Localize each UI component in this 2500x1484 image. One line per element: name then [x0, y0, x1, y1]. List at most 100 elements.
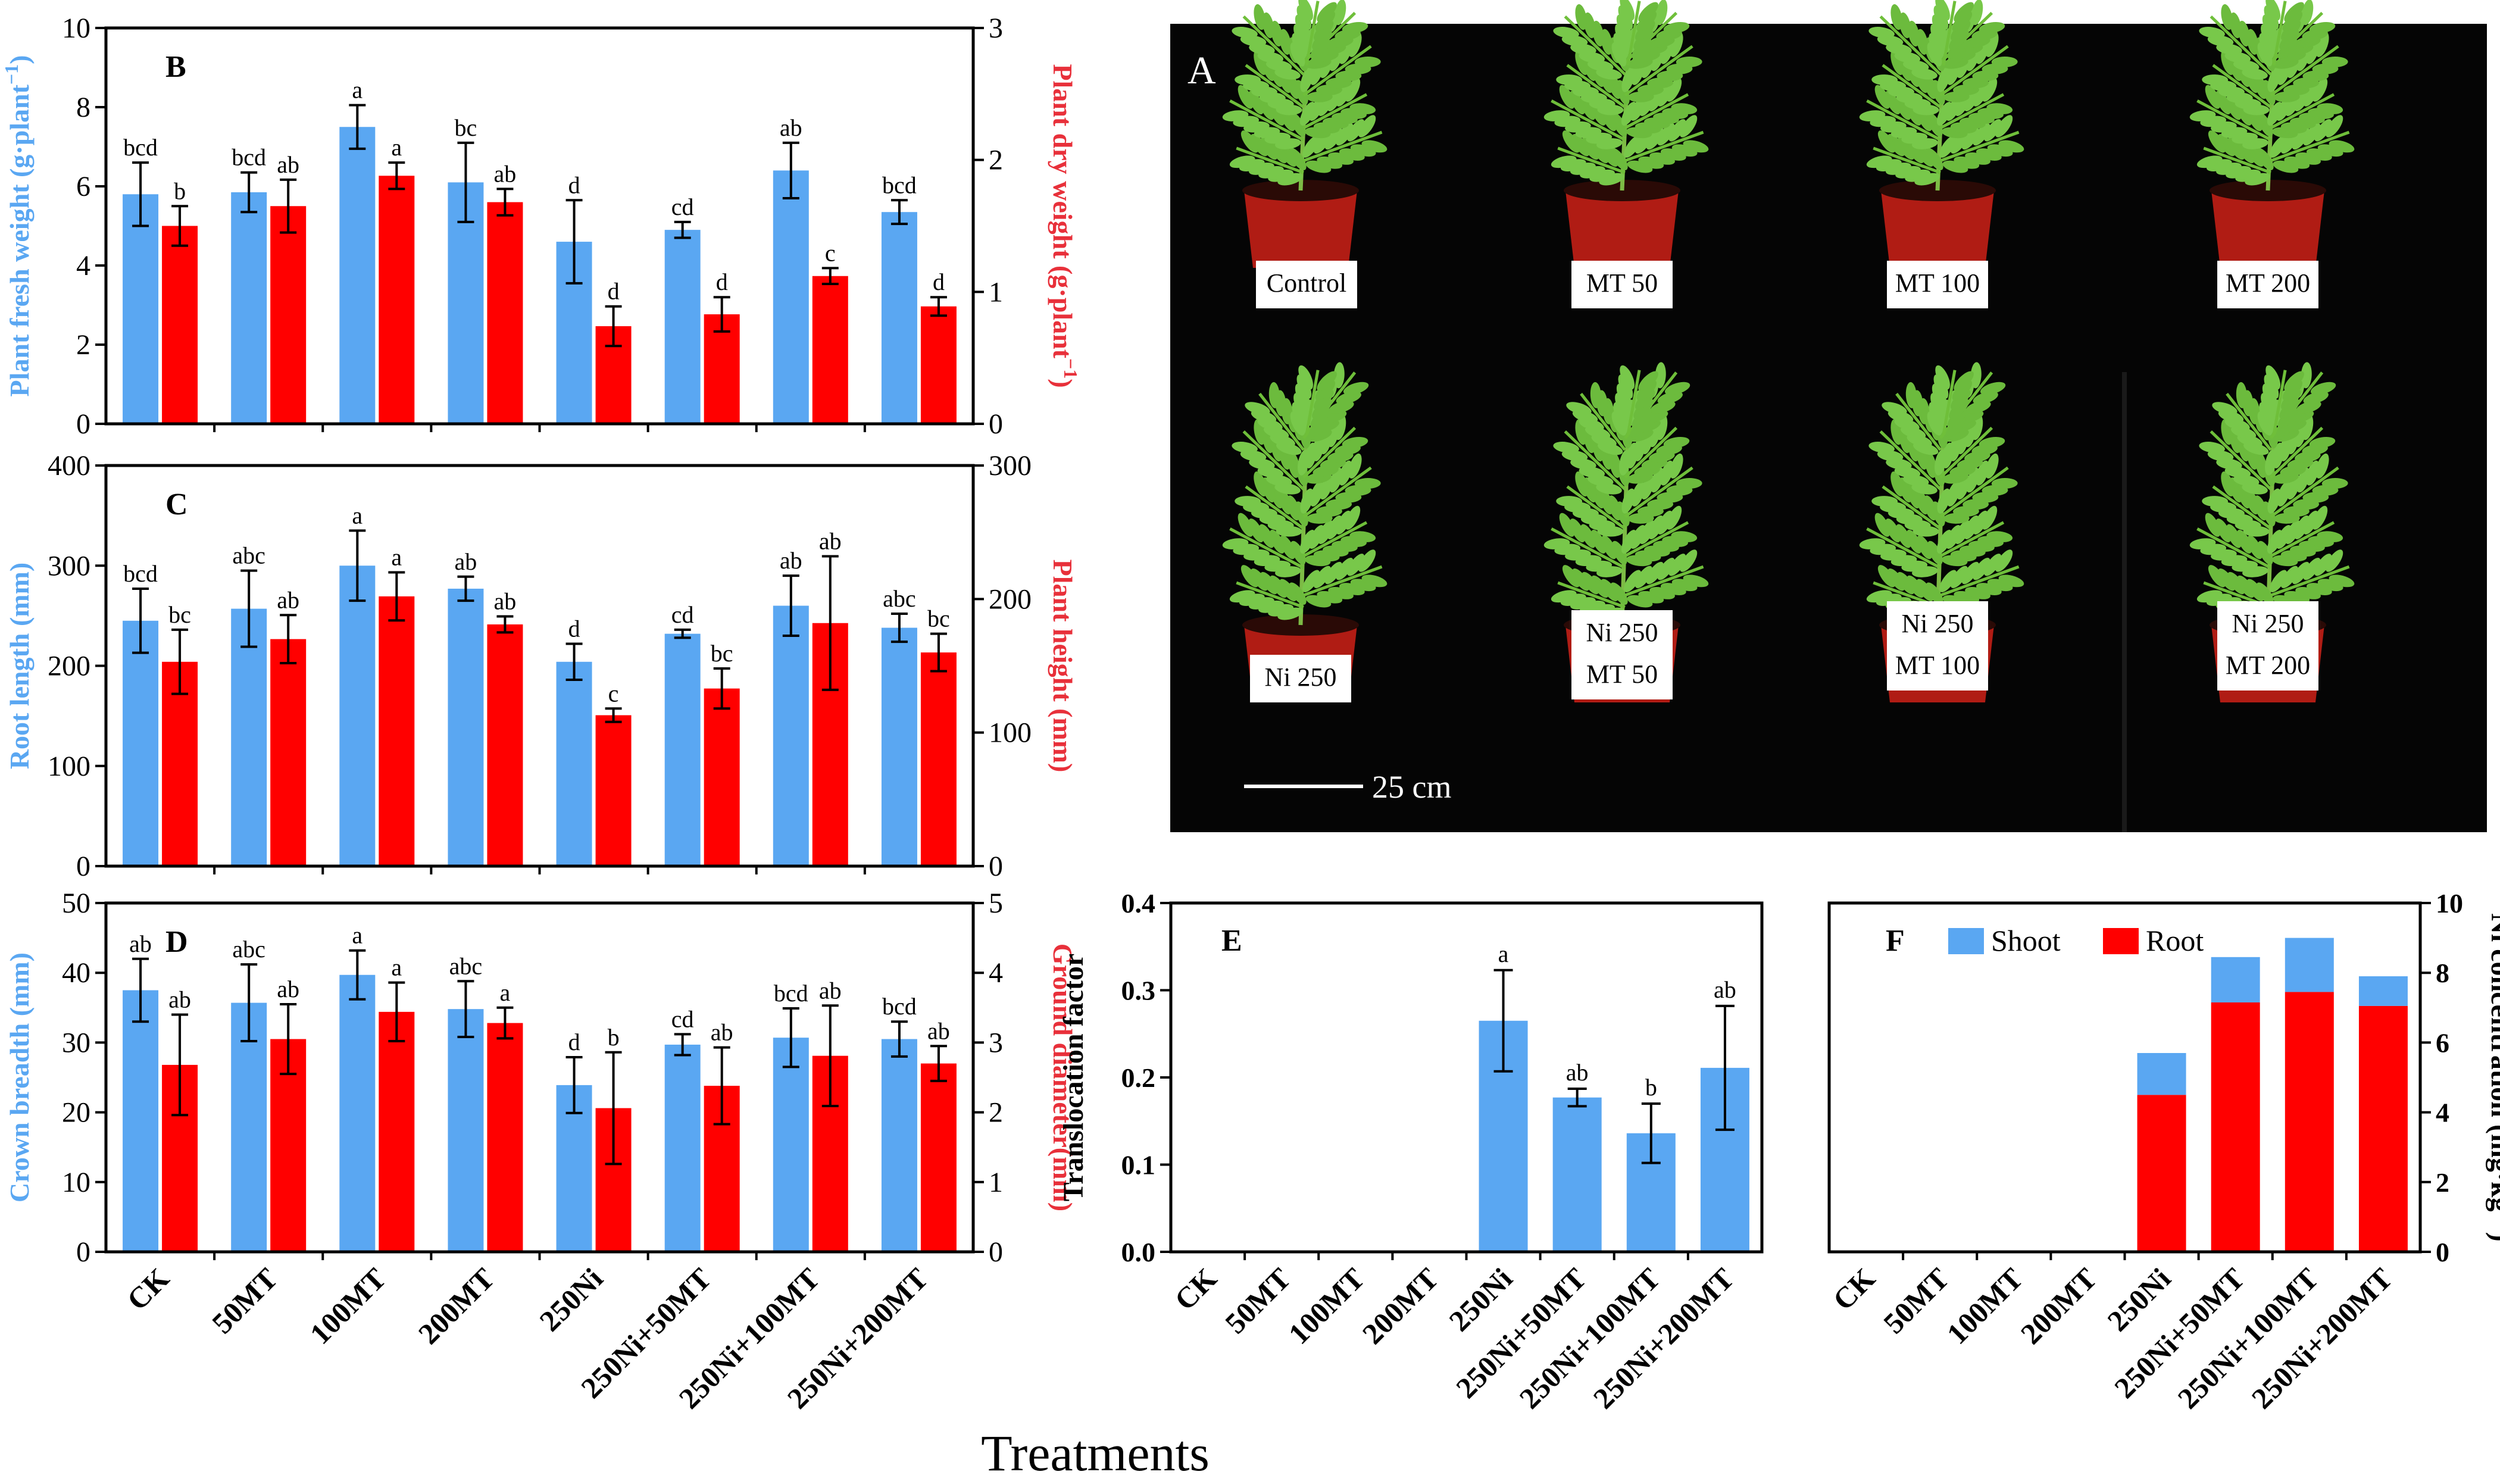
significance-letter: bcd	[882, 171, 917, 198]
significance-letter: bcd	[123, 560, 158, 587]
red-bar	[487, 624, 523, 866]
x-tick-label: 200MT	[2014, 1261, 2104, 1351]
significance-letter: a	[1498, 941, 1509, 967]
y-tick-label-left: 2	[76, 329, 90, 361]
red-bar	[379, 596, 415, 866]
significance-letter: a	[352, 502, 362, 529]
significance-letter: bc	[927, 605, 950, 632]
significance-letter: b	[1645, 1074, 1657, 1101]
significance-letter: ab	[277, 151, 299, 178]
red-bar	[920, 652, 957, 866]
panel-label: C	[165, 488, 188, 521]
significance-letter: ab	[129, 930, 152, 957]
y-tick-label-right: 300	[989, 450, 1032, 482]
blue-bar	[339, 127, 376, 424]
blue-bar	[231, 608, 267, 866]
red-bar	[812, 276, 848, 424]
y-axis-title-right: Ground diameter(mm)	[1048, 943, 1078, 1211]
y-axis-title: Translocation factor	[1058, 954, 1089, 1201]
photo-label-ni250-mt50: MT 50	[1586, 660, 1658, 689]
x-tick-label: 100MT	[1282, 1261, 1371, 1351]
significance-letter: ab	[1714, 976, 1736, 1003]
y-tick-label-left: 0	[76, 1236, 90, 1268]
blue-bar	[773, 1038, 809, 1252]
plant-ni250	[1222, 362, 1388, 702]
significance-letter: b	[608, 1024, 620, 1051]
blue-bar	[448, 1009, 484, 1252]
y-axis-title-right: Plant dry weight (g·plant−1)	[1048, 64, 1082, 388]
x-tick-label: 50MT	[205, 1261, 284, 1340]
y-tick-label-right: 2	[989, 1097, 1003, 1129]
significance-letter: ab	[455, 548, 477, 575]
blue-bar	[339, 974, 376, 1252]
significance-letter: d	[608, 278, 620, 305]
blue-bar	[773, 605, 809, 866]
plant-mt50	[1543, 0, 1709, 268]
blue-bar	[881, 1039, 917, 1252]
red-bar	[487, 1023, 523, 1252]
red-bar	[704, 688, 740, 866]
significance-letter: d	[568, 1029, 580, 1055]
y-axis-title-right: Plant height (mm)	[1048, 560, 1078, 773]
red-bar	[920, 1063, 957, 1252]
y-tick-label-left: 300	[48, 550, 90, 582]
photo-labels: Control MT 50 MT 100 MT 200 Ni 250 Ni 250 MT 5…	[1250, 261, 2318, 702]
x-tick-label: CK	[120, 1261, 176, 1317]
significance-letter: c	[608, 680, 619, 707]
y-tick-label-left: 100	[48, 751, 90, 782]
legend-label-shoot: Shoot	[1991, 924, 2061, 957]
y-tick-label-left: 0	[76, 408, 90, 440]
y-tick-label-left: 400	[48, 450, 90, 482]
y-tick-label: 0	[2436, 1237, 2449, 1267]
blue-bar	[556, 661, 592, 866]
y-tick-label-right: 4	[989, 957, 1003, 989]
y-tick-label-right: 1	[989, 276, 1003, 308]
y-tick-label-right: 0	[989, 851, 1003, 882]
root-bar	[2137, 1095, 2186, 1252]
y-tick-label: 6	[2436, 1027, 2449, 1058]
significance-letter: c	[825, 239, 836, 266]
red-bar	[379, 176, 415, 424]
significance-letter: a	[352, 77, 362, 104]
panel-label: B	[165, 50, 186, 84]
y-tick-label: 0.4	[1121, 888, 1156, 918]
x-tick-label: 200MT	[1356, 1261, 1445, 1351]
blue-bar	[123, 620, 159, 866]
y-tick-label: 4	[2436, 1098, 2449, 1128]
significance-letter: ab	[780, 547, 802, 574]
translocation-bar	[1552, 1097, 1602, 1252]
significance-letter: a	[391, 543, 402, 570]
significance-letter: bc	[455, 114, 477, 141]
panel-label: D	[165, 925, 188, 959]
significance-letter: b	[174, 177, 186, 204]
significance-letter: ab	[168, 986, 191, 1013]
photo-divider	[2122, 372, 2127, 832]
photo-label-box	[1571, 610, 1673, 699]
blue-bar	[231, 192, 267, 424]
red-bar	[270, 639, 307, 866]
shoot-bar	[2358, 976, 2408, 1006]
photo-label-control: Control	[1267, 268, 1346, 298]
significance-letter: bcd	[882, 993, 917, 1020]
y-tick-label-left: 6	[76, 171, 90, 202]
significance-letter: ab	[819, 528, 842, 555]
panel-e-translocation-chart: a ab b ab 0.0 0.1 0.2 0.3 0.4 E Translocation fact…	[1058, 888, 1764, 1415]
scale-bar-label: 25 cm	[1372, 769, 1451, 805]
photo-label-ni250-mt100: MT 100	[1895, 651, 1980, 680]
y-tick-label-left: 200	[48, 651, 90, 682]
panel-f-ni-concentration-chart: 0 2 4 6 8 10 F Shoot Root Ni concentration (mg·kg…	[1826, 888, 2500, 1415]
y-axis-title-left: Plant fresh weight (g·plant−1)	[1, 55, 35, 397]
significance-letter: a	[500, 979, 511, 1006]
significance-letter: a	[352, 922, 362, 949]
photo-label-box	[1887, 601, 1988, 691]
significance-letter: cd	[671, 193, 694, 220]
significance-letter: ab	[819, 977, 842, 1004]
blue-bar	[773, 170, 809, 424]
significance-letter: abc	[232, 542, 265, 569]
y-tick-label-left: 8	[76, 92, 90, 123]
significance-letter: bcd	[232, 144, 266, 171]
significance-letter: cd	[671, 1005, 694, 1032]
legend-swatch-shoot	[1948, 928, 1984, 954]
